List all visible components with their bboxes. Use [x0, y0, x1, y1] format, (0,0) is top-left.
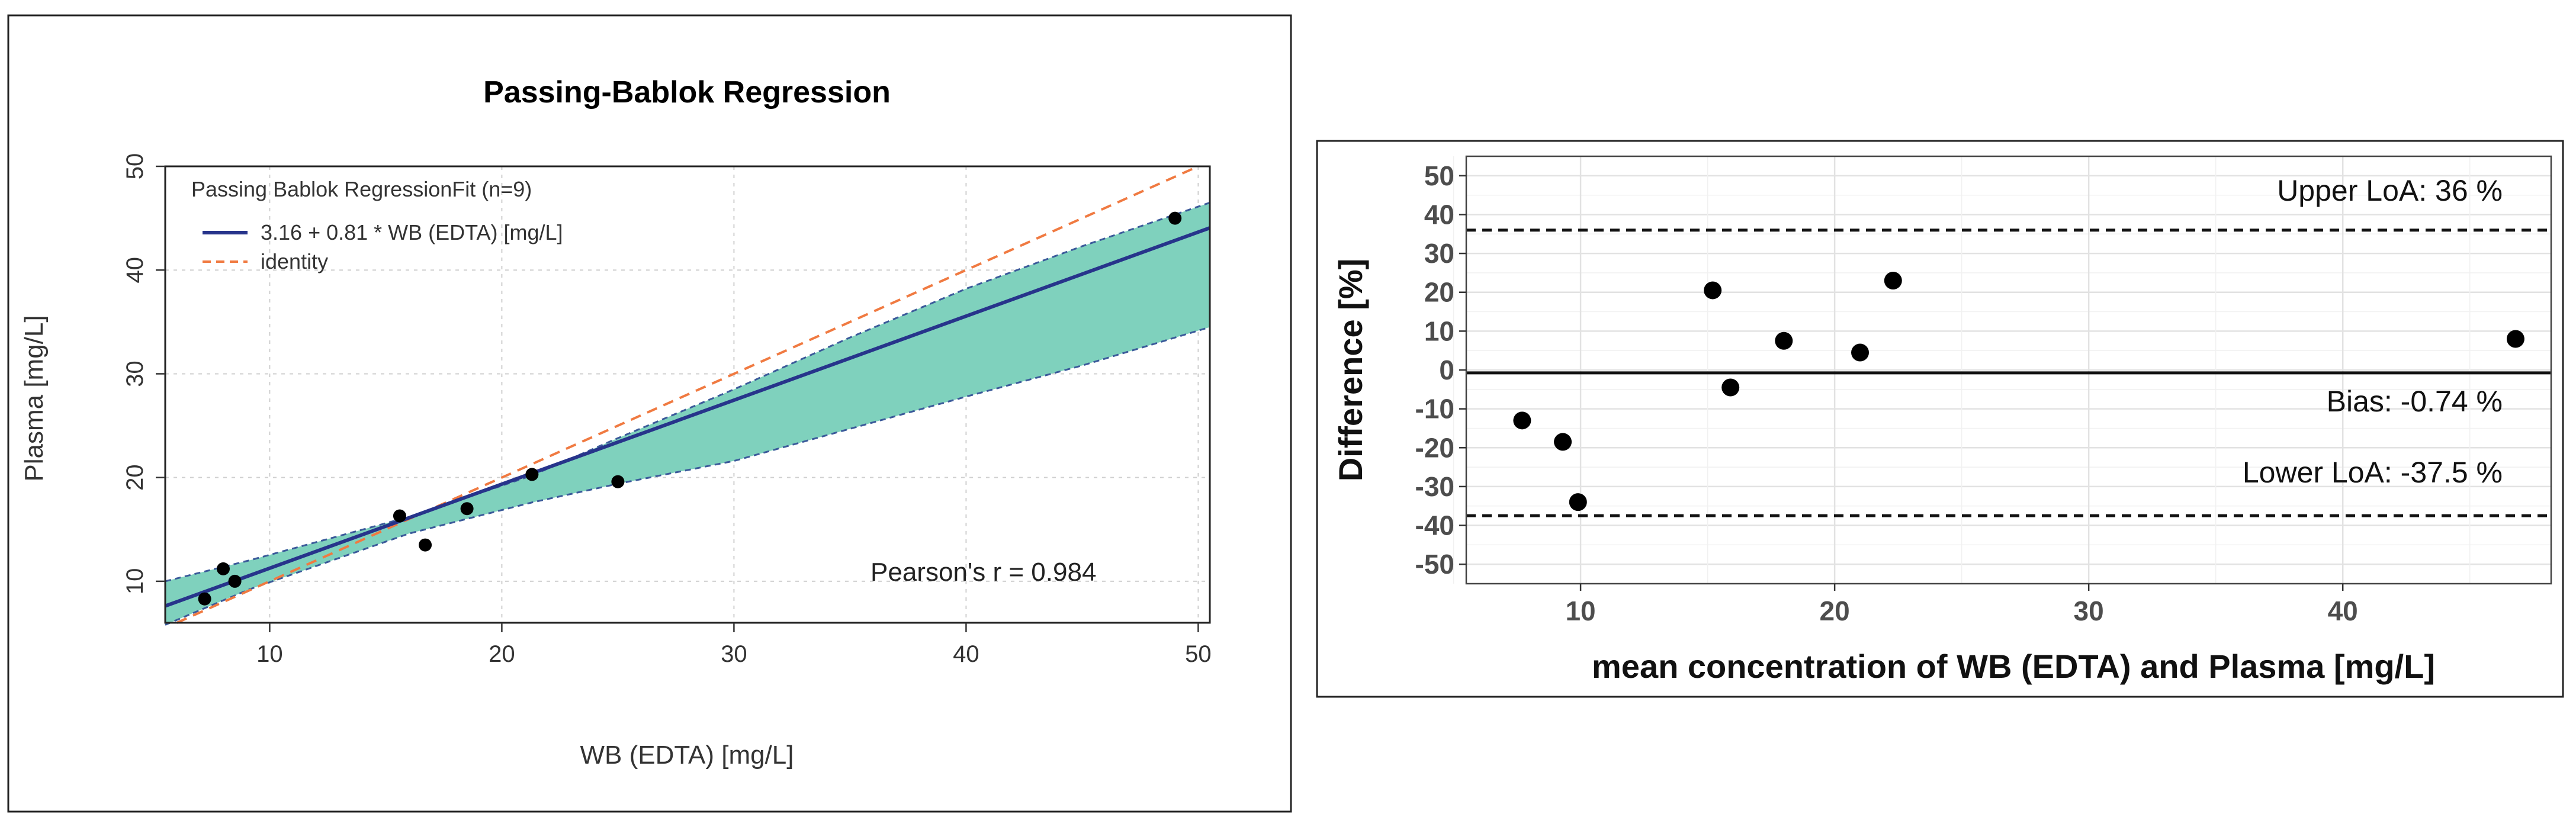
ba-upper-loa-label: Upper LoA: 36 % [2277, 174, 2503, 207]
pb-data-point [419, 538, 432, 552]
ba-data-point [1721, 378, 1740, 397]
ba-y-tick-label: -40 [1415, 510, 1454, 541]
pb-title: Passing-Bablok Regression [483, 75, 891, 110]
pb-y-tick-label: 30 [122, 361, 148, 387]
pb-y-ticks: 10 20 30 40 50 [122, 153, 165, 594]
pb-data-point [611, 475, 625, 488]
ba-y-tick-label: 50 [1424, 160, 1454, 191]
pb-x-tick-label: 30 [721, 641, 747, 667]
ba-bias-label: Bias: -0.74 % [2327, 385, 2503, 418]
ba-data-point [1513, 411, 1531, 430]
pb-data-point [217, 562, 230, 575]
pb-x-tick-label: 20 [489, 641, 515, 667]
pb-data-point [228, 574, 242, 588]
ba-data-point [1851, 343, 1870, 362]
pb-x-tick-label: 40 [953, 641, 979, 667]
ba-data-point [1884, 272, 1902, 290]
ba-x-tick-label: 20 [1820, 596, 1850, 626]
ba-data-point [1554, 433, 1572, 451]
pb-y-tick-label: 10 [122, 568, 148, 595]
ba-reference-lines [1466, 229, 2551, 517]
pb-data-point [525, 468, 539, 481]
right-panel-frame [1316, 140, 2564, 698]
ba-data-point [1569, 493, 1587, 511]
pb-y-axis-label: Plasma [mg/L] [20, 315, 49, 481]
pb-data-point [460, 502, 474, 516]
pb-x-tick-label: 50 [1185, 641, 1212, 667]
ba-y-tick-label: 40 [1424, 199, 1454, 230]
ba-data-point [1775, 332, 1793, 350]
pb-x-ticks: 10 20 30 40 50 [256, 623, 1212, 667]
ba-x-tick-label: 40 [2328, 596, 2358, 626]
ba-y-tick-label: -50 [1415, 549, 1454, 580]
pb-plot-area [164, 165, 1211, 624]
ba-y-tick-label: -10 [1415, 394, 1454, 424]
ba-y-tick-label: 30 [1424, 238, 1454, 269]
ba-data-point [2506, 330, 2524, 348]
pb-legend-identity-label: identity [261, 249, 328, 273]
ba-data-point [1704, 281, 1722, 300]
ba-grid [1453, 156, 2551, 584]
pb-y-tick-label: 20 [122, 464, 148, 491]
pb-data-point [393, 509, 406, 523]
pb-y-tick-label: 40 [122, 257, 148, 284]
pb-band-upper-edge [165, 201, 1210, 583]
pb-y-tick-label: 50 [122, 153, 148, 180]
ba-x-tick-label: 10 [1565, 596, 1595, 626]
pb-x-axis-label: WB (EDTA) [mg/L] [580, 741, 794, 770]
pb-pearson-annotation: Pearson's r = 0.984 [871, 558, 1096, 587]
ba-y-tick-label: 20 [1424, 277, 1454, 308]
pb-x-tick-label: 10 [256, 641, 283, 667]
ba-lower-loa-label: Lower LoA: -37.5 % [2243, 456, 2503, 489]
pb-identity-line [176, 165, 1199, 624]
ba-y-axis-label: Difference [%] [1332, 259, 1369, 482]
pb-data-point [198, 592, 211, 606]
ba-y-tick-label: 10 [1424, 316, 1454, 346]
ba-x-ticks: 10 20 30 40 [1565, 584, 2358, 626]
left-panel-frame [7, 14, 1292, 813]
pb-legend: Passing Bablok RegressionFit (n=9) 3.16 … [191, 177, 563, 273]
ba-points [1513, 272, 2524, 511]
pb-band-lower-edge [165, 326, 1210, 626]
ba-x-tick-label: 30 [2074, 596, 2104, 626]
ba-y-ticks: 50 40 30 20 10 0 -10 -20 -30 -40 -50 [1415, 160, 1466, 580]
pb-regression-line [164, 226, 1211, 608]
pb-data-point [1168, 211, 1182, 225]
ba-y-tick-label: -20 [1415, 432, 1454, 463]
ba-y-tick-label: 0 [1439, 355, 1454, 385]
pb-points [198, 211, 1182, 606]
pb-legend-title: Passing Bablok RegressionFit (n=9) [191, 177, 532, 201]
ba-x-axis-label: mean concentration of WB (EDTA) and Plas… [1592, 648, 2435, 685]
ba-y-tick-label: -30 [1415, 471, 1454, 502]
pb-confidence-band [165, 202, 1210, 625]
pb-legend-fit-label: 3.16 + 0.81 * WB (EDTA) [mg/L] [261, 220, 563, 244]
